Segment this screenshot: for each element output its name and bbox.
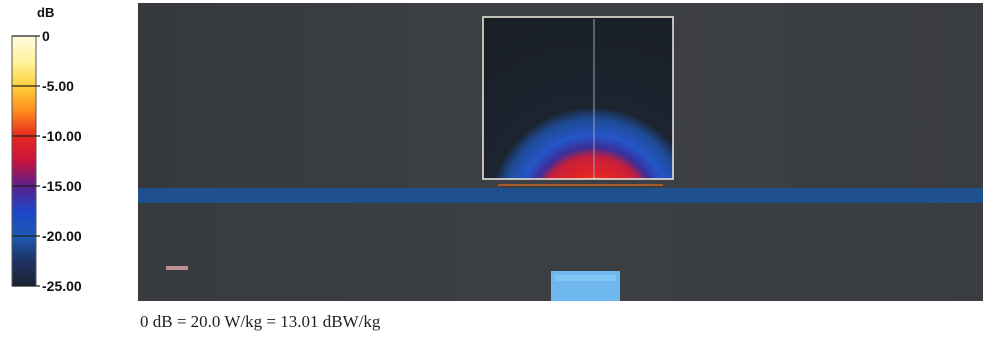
colorbar: dB 0 -5.00 -10.00 -15.00 -20.00 -25.00 — [0, 0, 130, 300]
measurement-box — [483, 17, 673, 179]
colorbar-unit-label: dB — [37, 5, 54, 20]
colorbar-tick-label: -25.00 — [42, 278, 82, 294]
sar-distribution-plot — [138, 3, 983, 301]
colorbar-tick-label: -15.00 — [42, 178, 82, 194]
colorbar-tick-label: -5.00 — [42, 78, 74, 94]
colorbar-tick-label: -20.00 — [42, 228, 82, 244]
source-block-highlight — [555, 275, 616, 281]
reference-note: 0 dB = 20.0 W/kg = 13.01 dBW/kg — [140, 312, 380, 332]
colorbar-scale — [12, 36, 36, 286]
colorbar-tick-label: -10.00 — [42, 128, 82, 144]
small-marker — [166, 266, 188, 270]
phantom-band — [138, 188, 983, 203]
colorbar-tick-label: 0 — [42, 28, 50, 44]
